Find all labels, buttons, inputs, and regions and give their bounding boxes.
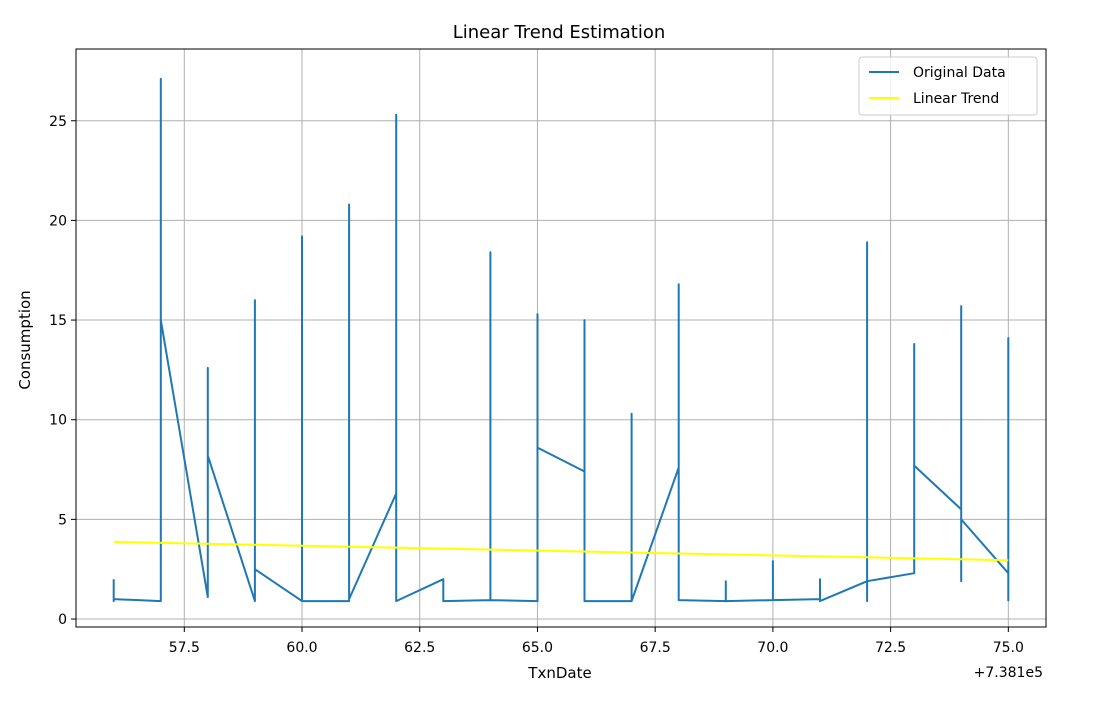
y-tick-label: 25 [49, 114, 67, 130]
x-tick-label: 62.5 [404, 640, 435, 656]
series-line-original-data [112, 77, 1010, 603]
x-axis-offset-label: +7.381e5 [974, 665, 1043, 681]
legend: Original Data Linear Trend [858, 56, 1038, 116]
legend-label-linear-trend: Linear Trend [913, 91, 999, 107]
y-axis-label: Consumption [16, 290, 34, 389]
legend-label-original-data: Original Data [913, 65, 1006, 81]
series-line-linear-trend [113, 540, 1009, 562]
x-tick-label: 57.5 [169, 640, 200, 656]
y-tick-label: 15 [49, 313, 67, 329]
y-axis: 0 5 10 15 20 25 [49, 114, 76, 628]
x-tick-label: 67.5 [640, 640, 671, 656]
x-tick-label: 60.0 [286, 640, 317, 656]
y-tick-label: 20 [49, 213, 67, 229]
plot-frame [75, 48, 1047, 628]
chart-title: Linear Trend Estimation [453, 22, 666, 43]
x-tick-label: 72.5 [875, 640, 906, 656]
x-tick-label: 70.0 [757, 640, 788, 656]
grid [76, 49, 1046, 627]
legend-box [858, 56, 1038, 116]
x-axis: 57.5 60.0 62.5 65.0 67.5 70.0 72.5 75.0 [169, 627, 1024, 656]
y-tick-label: 5 [58, 512, 67, 528]
y-tick-label: 10 [49, 413, 67, 429]
x-tick-label: 65.0 [522, 640, 553, 656]
y-tick-label: 0 [58, 612, 67, 628]
x-axis-label: TxnDate [527, 664, 591, 682]
x-tick-label: 75.0 [993, 640, 1024, 656]
series-layer [112, 77, 1010, 603]
